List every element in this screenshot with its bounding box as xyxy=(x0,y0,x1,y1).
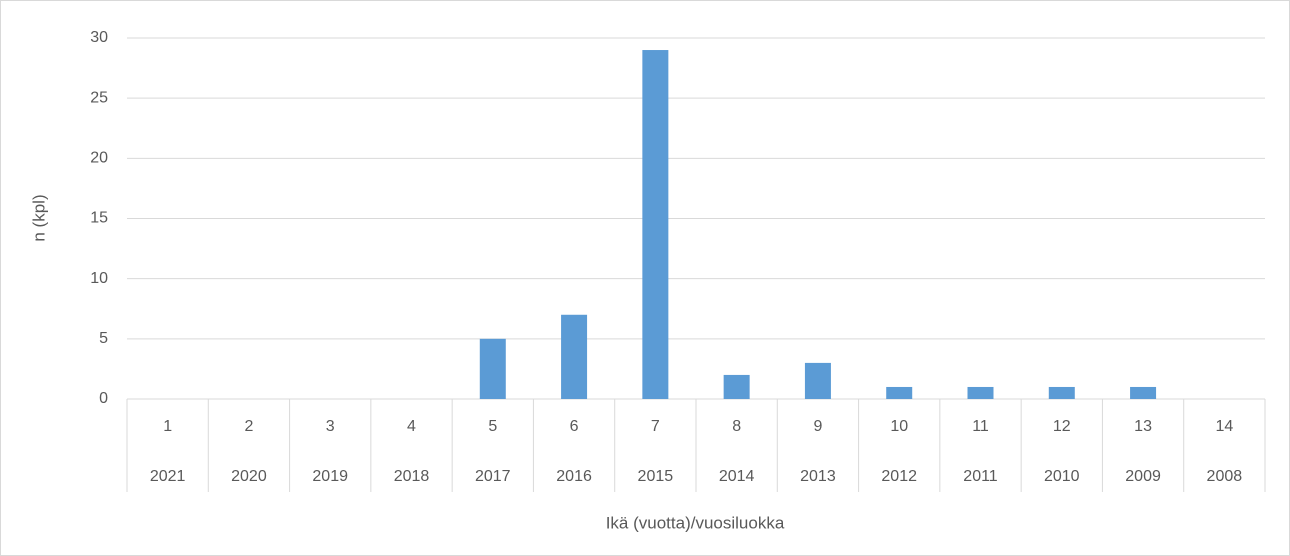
y-tick-label: 15 xyxy=(90,210,108,227)
x-tick-label: 3 xyxy=(326,418,335,435)
x-tick-label: 1 xyxy=(163,418,172,435)
x-axis-label: Ikä (vuotta)/vuosiluokka xyxy=(606,513,785,532)
x-tick-label: 4 xyxy=(407,418,416,435)
x-tick-label: 9 xyxy=(813,418,822,435)
bar xyxy=(561,314,588,399)
x-tick-label: 8 xyxy=(732,418,741,435)
x-group-label: 2019 xyxy=(312,468,348,485)
x-group-label: 2018 xyxy=(394,468,430,485)
y-tick-label: 0 xyxy=(99,390,108,407)
x-group-label: 2010 xyxy=(1044,468,1080,485)
bar xyxy=(642,50,669,400)
x-group-label: 2008 xyxy=(1207,468,1243,485)
x-group-label: 2015 xyxy=(638,468,674,485)
x-tick-label: 6 xyxy=(570,418,579,435)
x-tick-label: 11 xyxy=(972,418,989,435)
x-tick-label: 10 xyxy=(890,418,908,435)
x-group-label: 2020 xyxy=(231,468,267,485)
bar xyxy=(804,362,831,399)
bar xyxy=(886,386,913,399)
x-tick-label: 2 xyxy=(244,418,253,435)
x-tick-label: 12 xyxy=(1053,418,1071,435)
y-tick-label: 30 xyxy=(90,29,108,46)
x-tick-label: 7 xyxy=(651,418,660,435)
x-group-label: 2021 xyxy=(150,468,186,485)
bar xyxy=(479,338,506,399)
bar xyxy=(1048,386,1075,399)
x-tick-label: 14 xyxy=(1215,418,1233,435)
bar xyxy=(723,374,750,399)
bar xyxy=(1130,386,1157,399)
x-group-label: 2016 xyxy=(556,468,592,485)
y-tick-label: 25 xyxy=(90,89,108,106)
y-tick-label: 5 xyxy=(99,330,108,347)
y-tick-label: 10 xyxy=(90,270,108,287)
x-tick-label: 13 xyxy=(1134,418,1152,435)
y-axis-label: n (kpl) xyxy=(29,194,48,241)
bar xyxy=(967,386,994,399)
x-group-label: 2011 xyxy=(963,468,998,485)
x-group-label: 2017 xyxy=(475,468,511,485)
y-tick-label: 20 xyxy=(90,150,108,167)
x-group-label: 2009 xyxy=(1125,468,1161,485)
x-group-label: 2014 xyxy=(719,468,755,485)
x-tick-label: 5 xyxy=(488,418,497,435)
x-group-label: 2012 xyxy=(881,468,917,485)
x-group-label: 2013 xyxy=(800,468,836,485)
